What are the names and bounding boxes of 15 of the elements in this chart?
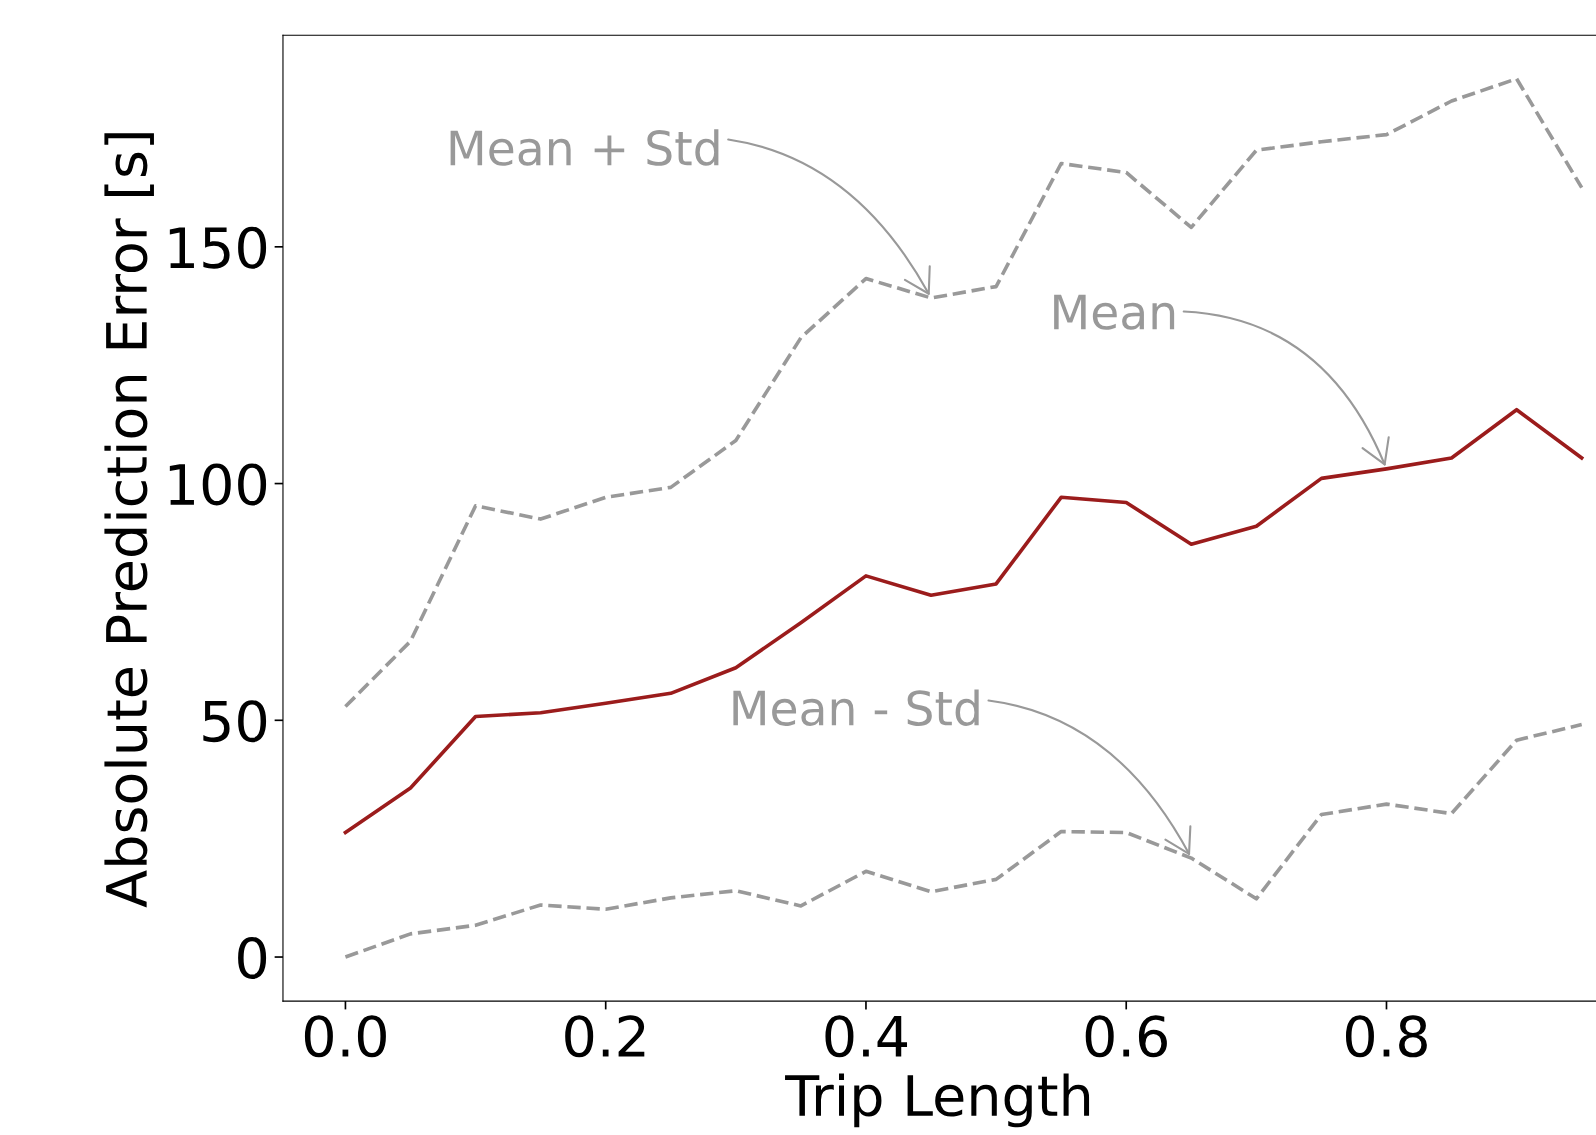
y-tick-label: 0 xyxy=(238,936,267,979)
x-axis-title: Trip Length xyxy=(785,1073,1090,1128)
x-tick-label: 0.6 xyxy=(1085,1015,1167,1058)
y-tick-label: 50 xyxy=(203,700,267,743)
annotation: Mean + Std xyxy=(450,129,719,166)
x-tick-label: 0.8 xyxy=(1345,1015,1427,1058)
annotation: Mean xyxy=(1054,294,1175,330)
line-series xyxy=(343,407,1584,835)
x-tick-label: 0.0 xyxy=(304,1015,386,1058)
y-tick-label: 150 xyxy=(169,226,267,269)
x-tick-label: 0.2 xyxy=(565,1015,645,1058)
annotation: Mean - Std xyxy=(733,689,979,726)
x-tick-label: 0.4 xyxy=(825,1015,908,1058)
y-tick-label: 100 xyxy=(169,463,267,506)
y-axis-title: Absolute Prediction Error [s] xyxy=(104,133,154,908)
